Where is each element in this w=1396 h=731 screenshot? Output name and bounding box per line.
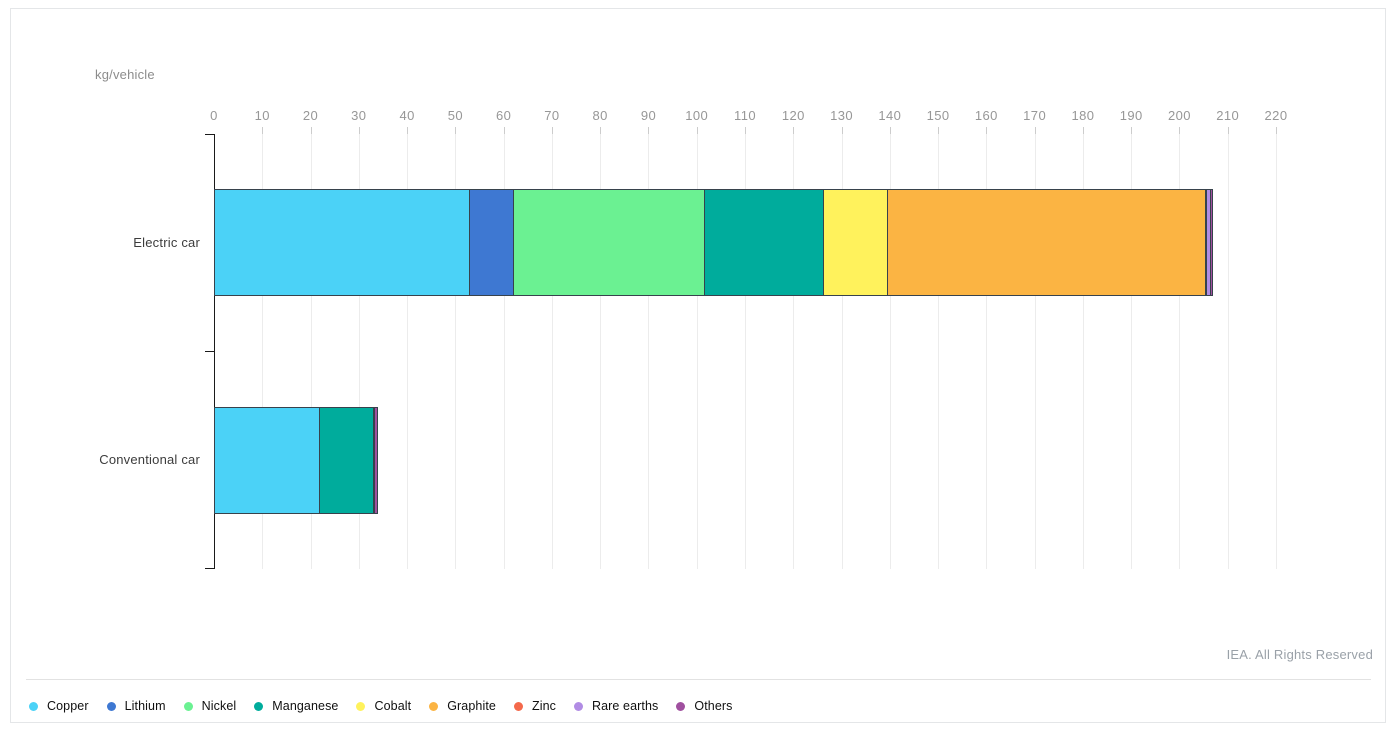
y-axis-line xyxy=(205,134,215,569)
chart-card: kg/vehicle 0 10 20 30 40 50 60 70 80 90 100 110 120 1… xyxy=(10,8,1386,723)
gridline xyxy=(1227,134,1229,569)
legend-label: Lithium xyxy=(124,699,166,713)
y-axis-tick xyxy=(205,351,215,352)
legend-label: Manganese xyxy=(272,699,339,713)
legend-label: Copper xyxy=(47,699,89,713)
bar-segment-others[interactable] xyxy=(375,407,377,513)
x-axis-tick-label: 120 xyxy=(781,108,805,123)
bar-electric-car xyxy=(214,189,1214,297)
bar-conventional-car xyxy=(214,406,378,514)
gridline xyxy=(1034,134,1036,569)
x-axis-tick-label: 30 xyxy=(351,108,367,123)
x-axis-tick-label: 90 xyxy=(640,108,657,123)
x-axis-tick-label: 110 xyxy=(734,108,756,123)
gridline xyxy=(310,134,312,569)
plot-area: 0 10 20 30 40 50 60 70 80 90 100 110 120 130 140 150 160… xyxy=(210,108,1287,569)
gridline xyxy=(600,134,602,569)
legend: Copper Lithium Nickel Manganese Cobalt Graphi… xyxy=(29,694,733,718)
bar-segment-graphite[interactable] xyxy=(888,190,1206,296)
gridline xyxy=(889,134,891,569)
x-axis-tick-label: 0 xyxy=(210,108,218,123)
bar-segment-cobalt[interactable] xyxy=(823,190,889,296)
legend-item-rare-earths[interactable]: Rare earths xyxy=(573,699,659,713)
gridline xyxy=(503,134,505,569)
legend-item-nickel[interactable]: Nickel xyxy=(183,699,237,713)
gridline xyxy=(455,134,457,569)
bar-segment-manganese[interactable] xyxy=(320,407,374,513)
y-axis-tick xyxy=(205,134,215,135)
bar-segment-nickel[interactable] xyxy=(513,190,706,296)
lithium-legend-dot-icon xyxy=(106,701,116,711)
legend-label: Rare earths xyxy=(591,699,659,713)
x-axis-tick-label: 60 xyxy=(495,108,512,123)
legend-label: Others xyxy=(694,699,733,713)
gridline xyxy=(1276,134,1277,569)
x-axis-tick-label: 170 xyxy=(1023,108,1047,123)
x-axis-tick-label: 160 xyxy=(974,108,998,123)
gridline xyxy=(262,134,264,569)
gridline xyxy=(841,134,843,569)
cobalt-legend-dot-icon xyxy=(356,701,366,711)
bar-segment-manganese[interactable] xyxy=(705,190,824,296)
x-axis-tick-label: 80 xyxy=(592,108,608,123)
bar-segment-lithium[interactable] xyxy=(470,190,514,296)
gridline xyxy=(1131,134,1133,569)
legend-item-zinc[interactable]: Zinc xyxy=(513,699,556,713)
x-axis-tick-label: 150 xyxy=(926,108,950,123)
legend-label: Cobalt xyxy=(374,699,412,713)
legend-label: Graphite xyxy=(447,699,496,713)
bar-segment-rare-earths[interactable] xyxy=(1207,190,1211,296)
legend-item-cobalt[interactable]: Cobalt xyxy=(356,699,411,713)
x-axis-tick-label: 200 xyxy=(1168,108,1191,123)
gridline xyxy=(793,134,795,569)
gridline xyxy=(745,134,746,569)
x-axis-tick-label: 220 xyxy=(1264,108,1288,123)
gridline xyxy=(1082,134,1084,569)
gridline xyxy=(407,134,409,569)
graphite-legend-dot-icon xyxy=(429,701,439,711)
nickel-legend-dot-icon xyxy=(183,701,193,711)
gridline xyxy=(551,134,553,569)
x-axis-tick-label: 10 xyxy=(254,108,270,123)
legend-label: Zinc xyxy=(531,699,556,713)
copper-legend-dot-icon xyxy=(29,701,38,711)
legend-item-graphite[interactable]: Graphite xyxy=(429,699,496,713)
x-axis-tick-label: 50 xyxy=(447,108,463,123)
zinc-legend-dot-icon xyxy=(513,701,523,711)
gridline xyxy=(358,134,360,569)
x-axis-tick-label: 70 xyxy=(544,108,560,123)
legend-item-manganese[interactable]: Manganese xyxy=(254,699,338,713)
x-axis-tick-label: 40 xyxy=(399,108,415,123)
bar-segment-copper[interactable] xyxy=(215,407,321,513)
legend-label: Nickel xyxy=(201,699,237,713)
gridline xyxy=(648,134,650,569)
attribution: IEA. All Rights Reserved xyxy=(1226,647,1373,662)
gridline xyxy=(986,134,988,569)
bar-segment-others[interactable] xyxy=(1210,190,1213,296)
y-axis-tick xyxy=(205,568,215,569)
bar-segment-zinc[interactable] xyxy=(373,407,376,513)
x-axis-tick-label: 130 xyxy=(830,108,853,123)
rare-earths-legend-dot-icon xyxy=(573,701,583,711)
legend-item-copper[interactable]: Copper xyxy=(29,699,89,713)
gridline xyxy=(1179,134,1181,569)
x-axis-tick-label: 140 xyxy=(878,108,902,123)
bar-segment-copper[interactable] xyxy=(215,190,471,296)
category-label-electric-car: Electric car xyxy=(133,234,200,250)
x-axis-tick-label: 190 xyxy=(1119,108,1143,123)
legend-item-others[interactable]: Others xyxy=(676,699,732,713)
x-axis-tick-label: 210 xyxy=(1216,108,1240,123)
legend-item-lithium[interactable]: Lithium xyxy=(106,699,166,713)
manganese-legend-dot-icon xyxy=(254,701,264,711)
gridline xyxy=(938,134,940,569)
x-axis-tick-label: 20 xyxy=(302,108,319,123)
others-legend-dot-icon xyxy=(676,701,686,711)
x-axis-tick-label: 180 xyxy=(1071,108,1095,123)
legend-divider xyxy=(26,679,1371,680)
bar-segment-zinc[interactable] xyxy=(1205,190,1208,296)
unit-label: kg/vehicle xyxy=(95,67,155,82)
gridline xyxy=(696,134,698,569)
x-axis-tick-label: 100 xyxy=(685,108,709,123)
category-label-conventional-car: Conventional car xyxy=(99,452,200,468)
